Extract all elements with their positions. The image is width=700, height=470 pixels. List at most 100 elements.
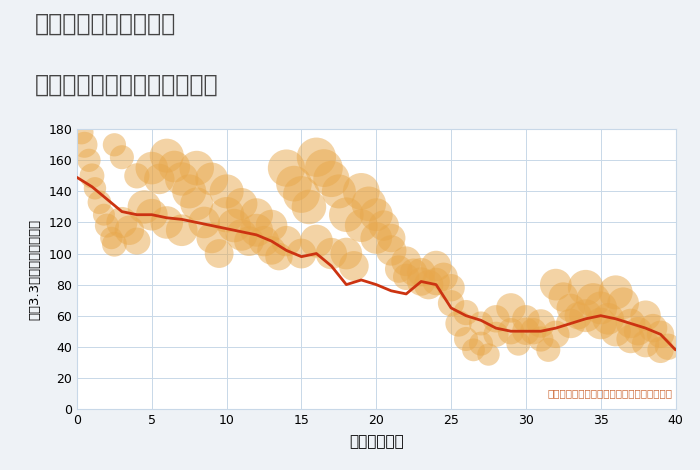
- Point: [288, 180, 300, 188]
- Point: [161, 219, 172, 226]
- Point: [610, 289, 622, 296]
- Point: [311, 153, 322, 161]
- Point: [416, 278, 427, 285]
- Point: [296, 250, 307, 257]
- Point: [258, 237, 270, 245]
- Point: [161, 152, 172, 159]
- Point: [146, 211, 158, 219]
- Point: [445, 299, 456, 307]
- Point: [386, 247, 397, 254]
- Text: 円の大きさは、取引のあった物件面積を示す: 円の大きさは、取引のあった物件面積を示す: [547, 388, 673, 398]
- Point: [625, 335, 636, 343]
- Point: [640, 340, 651, 347]
- Point: [191, 164, 202, 172]
- Point: [318, 164, 330, 172]
- Point: [640, 312, 651, 320]
- Point: [461, 335, 472, 343]
- Point: [625, 320, 636, 327]
- Point: [565, 304, 576, 312]
- Point: [536, 320, 547, 327]
- Point: [550, 330, 561, 338]
- Point: [445, 284, 456, 291]
- Point: [393, 265, 405, 273]
- Point: [468, 346, 479, 353]
- Point: [341, 211, 352, 219]
- Point: [513, 340, 524, 347]
- Point: [251, 211, 262, 219]
- Point: [266, 247, 277, 254]
- Point: [565, 320, 576, 327]
- Point: [94, 198, 105, 206]
- Point: [662, 343, 673, 351]
- Point: [648, 324, 659, 332]
- Point: [536, 335, 547, 343]
- Point: [116, 219, 127, 226]
- Point: [90, 185, 101, 192]
- Point: [76, 129, 87, 136]
- Point: [423, 281, 434, 289]
- Point: [416, 268, 427, 276]
- Text: 築年数別中古マンション価格: 築年数別中古マンション価格: [35, 73, 218, 97]
- Point: [191, 200, 202, 208]
- Point: [221, 211, 232, 219]
- Point: [311, 237, 322, 245]
- Point: [102, 222, 113, 229]
- Point: [438, 273, 449, 281]
- Point: [183, 188, 195, 195]
- Point: [79, 141, 90, 149]
- Point: [363, 200, 374, 208]
- Point: [326, 175, 337, 183]
- Point: [550, 281, 561, 289]
- Text: 奈良県大和西大寺駅の: 奈良県大和西大寺駅の: [35, 12, 176, 36]
- Point: [655, 330, 666, 338]
- Point: [542, 346, 554, 353]
- Point: [341, 250, 352, 257]
- Point: [595, 304, 606, 312]
- Point: [580, 312, 592, 320]
- Point: [281, 164, 292, 172]
- Point: [356, 222, 367, 229]
- Point: [236, 200, 247, 208]
- Point: [386, 234, 397, 242]
- Point: [251, 227, 262, 234]
- Point: [408, 268, 419, 276]
- Point: [475, 340, 486, 347]
- Point: [116, 153, 127, 161]
- Point: [633, 328, 644, 335]
- Point: [154, 175, 165, 183]
- Point: [505, 304, 517, 312]
- Point: [108, 241, 120, 248]
- Point: [520, 328, 531, 335]
- Point: [228, 222, 239, 229]
- Point: [244, 237, 255, 245]
- Point: [214, 250, 225, 257]
- Point: [98, 211, 109, 219]
- Point: [603, 315, 614, 322]
- Point: [199, 219, 210, 226]
- Point: [371, 211, 382, 219]
- Point: [281, 237, 292, 245]
- Point: [558, 293, 569, 301]
- Point: [610, 328, 622, 335]
- Point: [124, 227, 135, 234]
- Point: [587, 297, 598, 304]
- Point: [348, 262, 359, 270]
- Point: [430, 278, 442, 285]
- Point: [617, 299, 629, 307]
- Point: [595, 320, 606, 327]
- Point: [274, 253, 285, 260]
- Point: [236, 231, 247, 239]
- Point: [106, 234, 117, 242]
- Point: [146, 164, 158, 172]
- Point: [573, 312, 584, 320]
- Point: [505, 328, 517, 335]
- Y-axis label: 坪（3.3㎡）単価（万円）: 坪（3.3㎡）単価（万円）: [28, 219, 41, 320]
- Point: [131, 237, 143, 245]
- Point: [83, 157, 94, 164]
- Point: [490, 315, 501, 322]
- Point: [303, 203, 314, 211]
- Point: [400, 273, 412, 281]
- Point: [400, 258, 412, 265]
- Point: [86, 172, 97, 180]
- Point: [461, 309, 472, 316]
